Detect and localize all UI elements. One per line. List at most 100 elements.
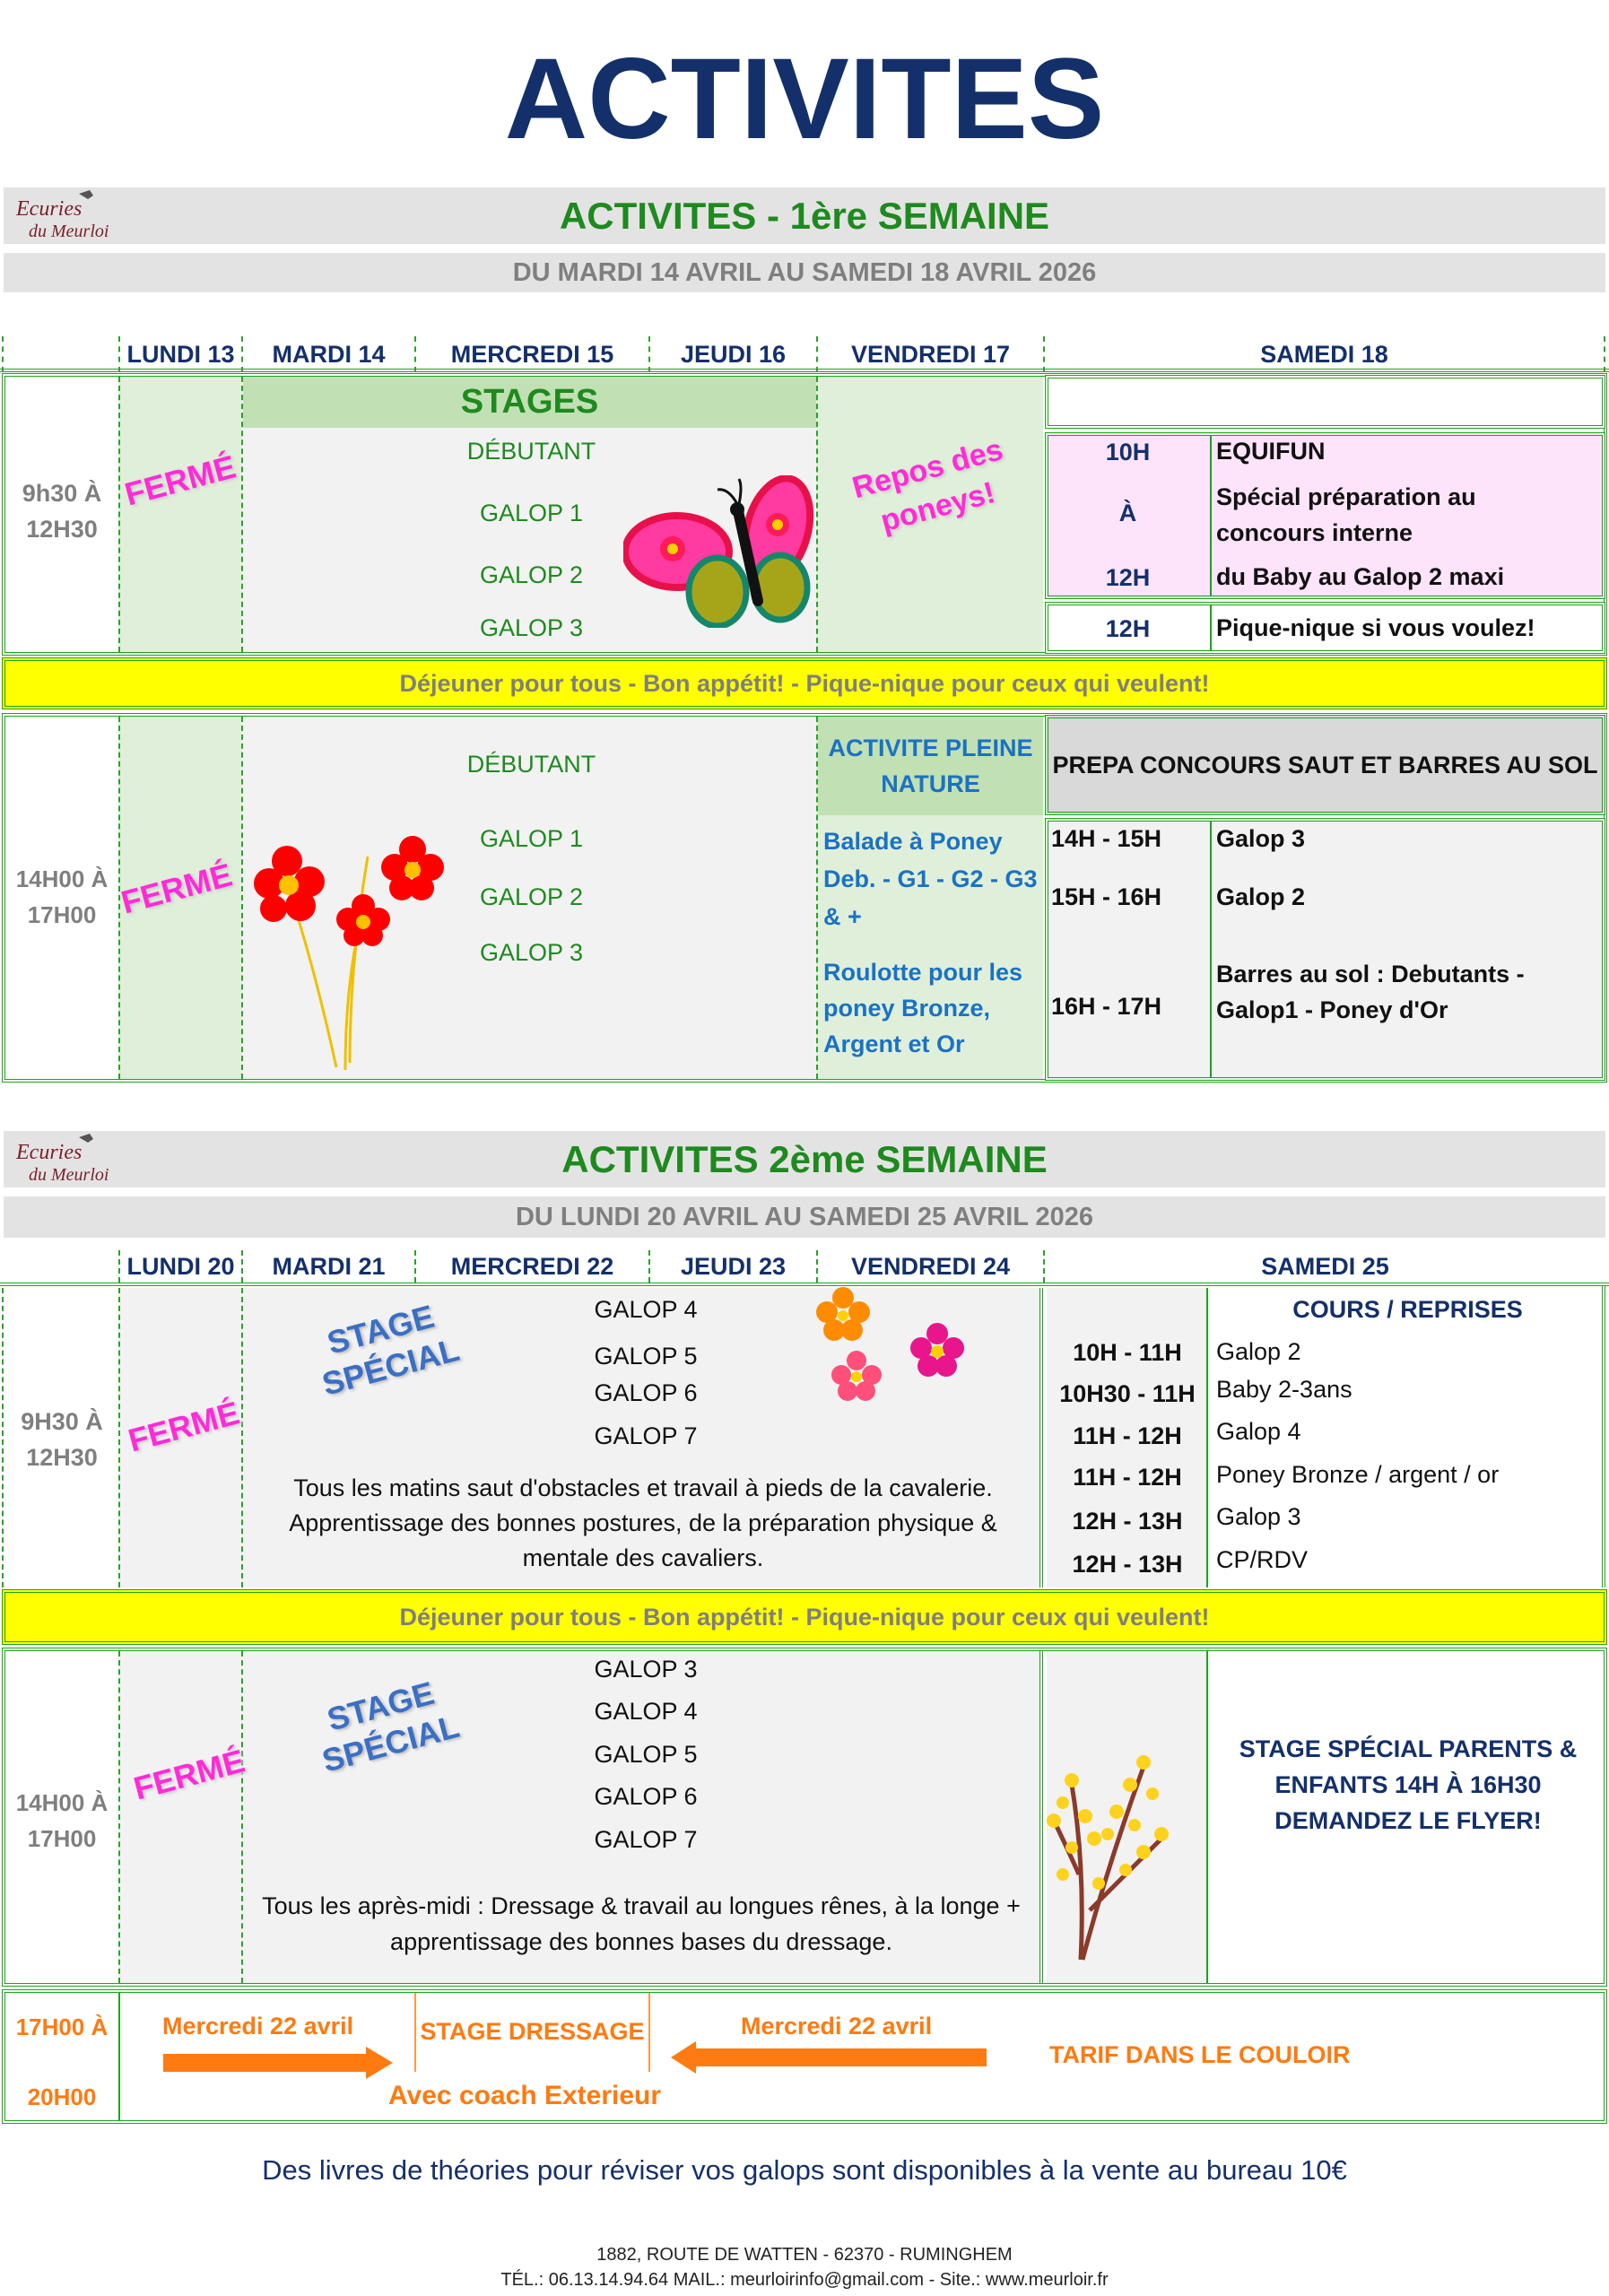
svg-text:du Meurloir: du Meurloir (29, 1165, 109, 1185)
time-start: 9h30 À (22, 480, 102, 507)
week2-stage-cell (118, 1288, 1043, 1587)
nature-item: Roulotte pour les poney Bronze, Argent e… (823, 959, 1022, 1057)
svg-text:Ecuries: Ecuries (15, 197, 82, 221)
class-label: Barres au sol : Debutants - Galop1 - Pon… (1216, 961, 1525, 1023)
time-to: À (1118, 499, 1137, 526)
day-header: JEUDI 16 (648, 336, 816, 372)
day-header: MERCREDI 22 (414, 1250, 648, 1283)
saturday-picnic (1045, 602, 1605, 654)
time-start: 17H00 À (15, 2013, 109, 2040)
level: GALOP 2 (479, 561, 584, 588)
time-end: 12H (1105, 563, 1151, 591)
day-header: MERCREDI 15 (414, 336, 648, 372)
time: 12H (1105, 614, 1151, 642)
day-header: SAMEDI 18 (1043, 336, 1605, 372)
time: 14H - 15H (1051, 825, 1162, 852)
morning-description: Tous les matins saut d'obstacles et trav… (289, 1474, 997, 1571)
week2-afternoon-stage (118, 1651, 1043, 1983)
level: GALOP 7 (594, 1825, 698, 1853)
prepa-title: PREPA CONCOURS SAUT ET BARRES AU SOL (1045, 715, 1605, 815)
day-header: LUNDI 20 (118, 1250, 241, 1283)
coach-label: Avec coach Exterieur (388, 2081, 662, 2110)
level: GALOP 4 (594, 1697, 698, 1725)
time: 16H - 17H (1051, 993, 1162, 1020)
level: GALOP 3 (479, 613, 584, 641)
class-label: Poney Bronze / argent / or (1216, 1461, 1500, 1488)
level: GALOP 7 (594, 1422, 698, 1449)
arrow-right-icon (163, 2047, 393, 2079)
picnic-label: Pique-nique si vous voulez! (1216, 614, 1535, 641)
time: 12H - 13H (1072, 1550, 1183, 1578)
level: GALOP 6 (594, 1378, 698, 1406)
time-end: 20H00 (27, 2083, 97, 2110)
week2-header: ACTIVITES 2ème SEMAINE (4, 1131, 1605, 1187)
level: GALOP 2 (479, 883, 584, 910)
class-label: Galop 4 (1216, 1418, 1301, 1445)
saturday-empty (1045, 375, 1605, 429)
level: GALOP 3 (594, 1655, 698, 1683)
level: GALOP 6 (594, 1782, 698, 1810)
parents-children-stage: STAGE SPÉCIAL PARENTS & ENFANTS 14H À 16… (1239, 1735, 1578, 1834)
level: GALOP 3 (479, 938, 584, 966)
time-start: 14H00 À (15, 865, 109, 892)
week2-title: ACTIVITES 2ème SEMAINE (561, 1137, 1048, 1180)
prepa-schedule (1045, 818, 1605, 1081)
activity-desc: Spécial préparation au concours interne (1216, 483, 1476, 546)
level: GALOP 5 (594, 1740, 698, 1768)
friday-rest (816, 377, 1043, 652)
time-slot: 14H00 À 17H00 (5, 1780, 118, 1861)
saturday-lessons (1047, 1286, 1605, 1587)
time-slot: 9h30 À 12H30 (5, 466, 118, 556)
class-label: CP/RDV (1216, 1546, 1309, 1573)
day-header: VENDREDI 24 (816, 1250, 1043, 1283)
afternoon-description: Tous les après-midi : Dressage & travail… (262, 1892, 1021, 1955)
level: GALOP 4 (594, 1295, 698, 1323)
time-slot: 9H30 À 12H30 (5, 1399, 118, 1480)
time-start: 9H30 À (21, 1408, 103, 1435)
time-end: 12H30 (26, 516, 98, 543)
class-label: Galop 3 (1216, 825, 1306, 852)
activity-title: EQUIFUN (1216, 438, 1326, 465)
nature-item: Balade à Poney Deb. - G1 - G2 - G3 & + (823, 828, 1038, 930)
monday-closed (118, 377, 241, 652)
class-label: Galop 3 (1216, 1503, 1301, 1530)
time: 10H - 11H (1073, 1338, 1182, 1366)
books-notice: Des livres de théories pour réviser vos … (262, 2154, 1347, 2186)
page-title: ACTIVITES (504, 34, 1105, 163)
week1-day-header: LUNDI 13 MARDI 14 MERCREDI 15 JEUDI 16 V… (0, 336, 1609, 372)
stages-label: STAGES (243, 377, 816, 428)
time-slot: 14H00 À 17H00 (5, 857, 118, 937)
level: GALOP 5 (594, 1342, 698, 1370)
stages-cell (241, 717, 816, 1079)
date-right: Mercredi 22 avril (741, 2013, 933, 2039)
class-label: Baby 2-3ans (1216, 1376, 1352, 1403)
day-header: JEUDI 23 (648, 1250, 816, 1283)
week1-dates: DU MARDI 14 AVRIL AU SAMEDI 18 AVRIL 202… (4, 253, 1605, 292)
arrow-left-icon (671, 2041, 987, 2074)
week1-header: ACTIVITES - 1ère SEMAINE (4, 187, 1605, 244)
time-start: 10H (1105, 438, 1151, 465)
stage-dressage: STAGE DRESSAGE (420, 2017, 645, 2045)
monday-closed (118, 717, 241, 1079)
lessons-title: COURS / REPRISES (1292, 1295, 1523, 1323)
class-label: Galop 2 (1216, 883, 1306, 910)
level: GALOP 1 (479, 499, 584, 526)
time-end: 17H00 (27, 1825, 97, 1852)
date-left: Mercredi 22 avril (162, 2013, 354, 2039)
address: 1882, ROUTE DE WATTEN - 62370 - RUMINGHE… (596, 2244, 1013, 2265)
week1-title: ACTIVITES - 1ère SEMAINE (559, 194, 1050, 237)
day-header: VENDREDI 17 (816, 336, 1043, 372)
butterfly-icon (623, 475, 814, 628)
time: 15H - 16H (1051, 883, 1162, 910)
class-label: Galop 2 (1216, 1338, 1301, 1365)
time-end: 12H30 (26, 1444, 98, 1471)
flowers-icon (254, 836, 444, 1071)
activity-desc: du Baby au Galop 2 maxi (1216, 563, 1505, 590)
saturday-equifun (1045, 432, 1605, 599)
day-header: MARDI 14 (241, 336, 414, 372)
contact: TÉL.: 06.13.14.94.64 MAIL.: meurloirinfo… (500, 2269, 1109, 2290)
time: 10H30 - 11H (1059, 1379, 1196, 1407)
time: 11H - 12H (1073, 1422, 1182, 1449)
